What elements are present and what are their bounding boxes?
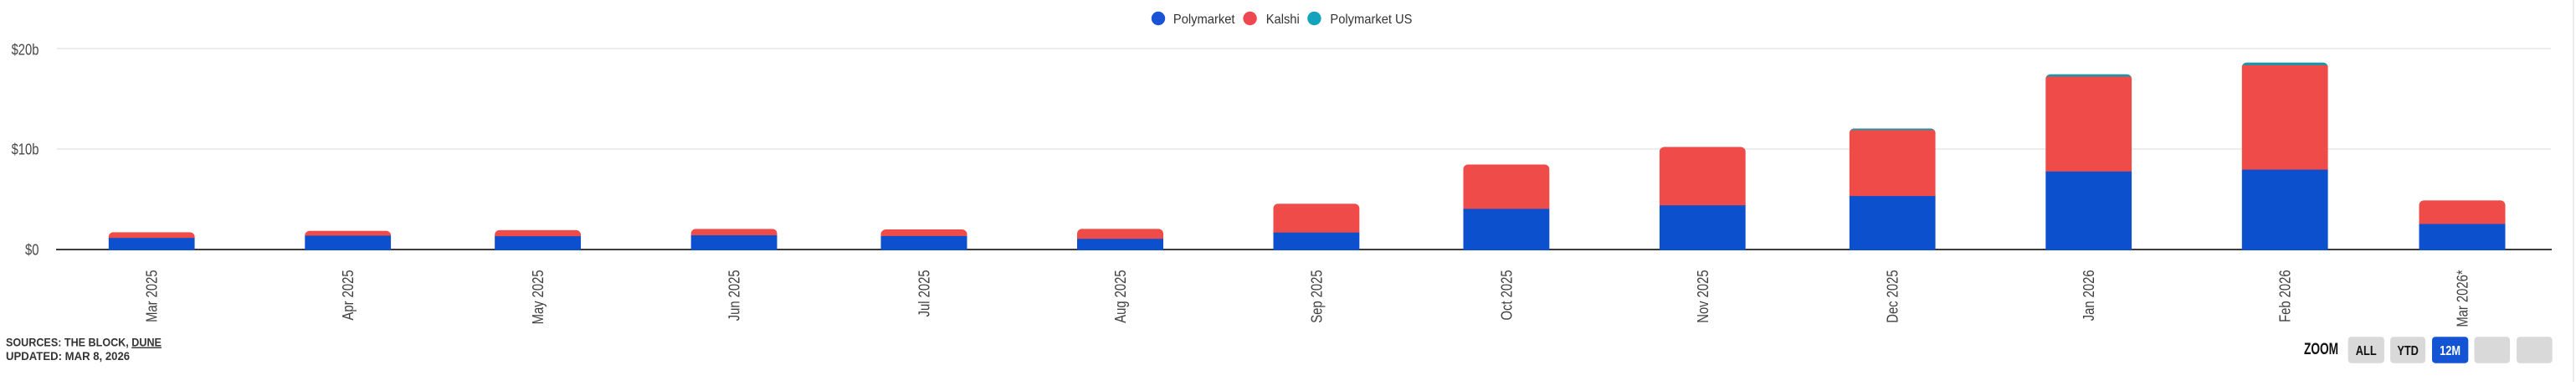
svg-text:Sep 2025: Sep 2025 xyxy=(1308,270,1326,322)
svg-text:UPDATED: MAR 8, 2026: UPDATED: MAR 8, 2026 xyxy=(6,349,131,362)
svg-text:Oct 2025: Oct 2025 xyxy=(1498,270,1516,320)
svg-text:Kalshi: Kalshi xyxy=(1266,13,1300,28)
svg-text:ALL: ALL xyxy=(2356,344,2377,359)
svg-text:Polymarket US: Polymarket US xyxy=(1330,13,1412,28)
svg-text:$0: $0 xyxy=(25,241,38,259)
svg-text:Jun 2025: Jun 2025 xyxy=(726,270,743,321)
svg-text:SOURCES: THE BLOCK, DUNE: SOURCES: THE BLOCK, DUNE xyxy=(6,336,162,349)
svg-text:YTD: YTD xyxy=(2397,344,2419,359)
svg-text:Aug 2025: Aug 2025 xyxy=(1111,270,1129,322)
svg-text:Nov 2025: Nov 2025 xyxy=(1694,270,1711,322)
svg-text:Mar 2025: Mar 2025 xyxy=(143,270,161,322)
svg-text:Jul 2025: Jul 2025 xyxy=(916,270,933,317)
svg-text:May 2025: May 2025 xyxy=(530,270,547,324)
svg-text:Dec 2025: Dec 2025 xyxy=(1884,270,1901,322)
svg-text:$20b: $20b xyxy=(12,41,39,59)
svg-text:ZOOM: ZOOM xyxy=(2304,340,2338,358)
svg-text:$10b: $10b xyxy=(12,141,39,158)
svg-text:Jan 2026: Jan 2026 xyxy=(2081,270,2098,321)
svg-text:Feb 2026: Feb 2026 xyxy=(2276,270,2294,322)
svg-text:Apr 2025: Apr 2025 xyxy=(340,270,357,320)
svg-text:Mar 2026*: Mar 2026* xyxy=(2454,270,2471,327)
svg-text:12M: 12M xyxy=(2440,344,2461,359)
svg-text:Polymarket: Polymarket xyxy=(1173,13,1235,28)
